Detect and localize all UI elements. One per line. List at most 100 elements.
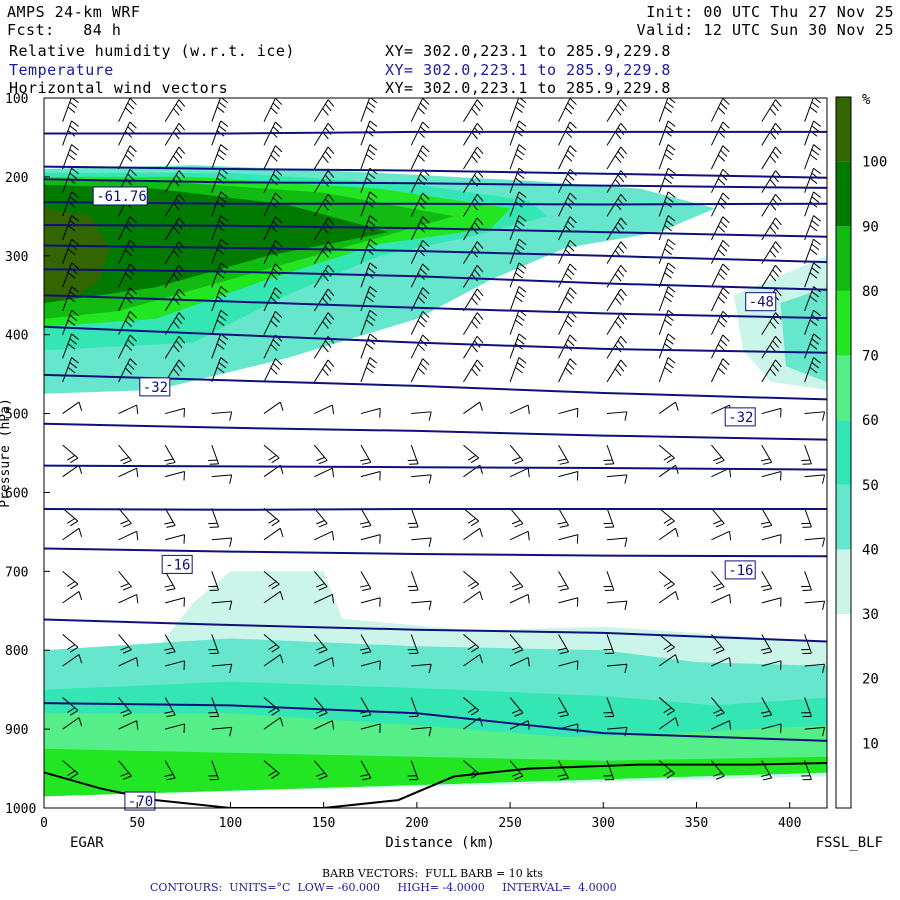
barb-feather: [664, 343, 672, 350]
wind-barb: [263, 98, 283, 122]
barb-staff: [360, 634, 372, 653]
barb-feather: [122, 459, 132, 465]
wind-barb: [509, 697, 524, 717]
wind-barb: [801, 697, 812, 718]
barb-feather: [365, 295, 374, 303]
barb-feather: [166, 651, 176, 655]
x-axis-title: Distance (km): [385, 835, 495, 851]
wind-barb: [606, 663, 628, 674]
barb-staff: [118, 287, 131, 312]
wind-barb: [658, 401, 679, 414]
barb-feather: [479, 591, 483, 601]
barb-staff: [211, 333, 222, 359]
contour-label-text: -61.76: [96, 189, 147, 205]
barb-feather: [220, 191, 229, 198]
contour-label-text: -16: [165, 557, 190, 573]
barb-feather: [69, 125, 78, 132]
barb-feather: [327, 359, 335, 368]
barb-feather: [666, 125, 674, 132]
wind-barb: [761, 146, 782, 170]
barb-staff: [804, 663, 825, 667]
barb-feather: [516, 149, 525, 156]
barb-staff: [360, 407, 381, 415]
contour-label-layer: -61.76 -48 -32 -32 -16 -16 -70: [92, 186, 777, 811]
barb-feather: [70, 457, 79, 464]
barb-feather: [268, 518, 277, 524]
barb-feather: [467, 644, 476, 650]
barb-feather: [367, 149, 376, 156]
barb-feather: [722, 145, 730, 153]
barb-staff: [606, 474, 627, 478]
barb-feather: [476, 241, 484, 249]
y-tick-label: 800: [5, 644, 28, 659]
wind-barb: [658, 464, 679, 478]
barb-feather: [327, 264, 335, 273]
wind-barb: [263, 654, 284, 667]
wind-barb: [710, 358, 730, 383]
barb-staff: [411, 537, 432, 541]
barb-feather: [569, 358, 577, 366]
barb-feather: [620, 217, 627, 226]
barb-staff: [263, 98, 276, 122]
barb-staff: [410, 571, 419, 591]
barb-staff: [711, 444, 725, 461]
barb-feather: [559, 714, 569, 718]
wind-barb: [557, 697, 569, 718]
barb-feather: [470, 520, 480, 527]
x-tick-label: 100: [219, 816, 242, 831]
wind-barb: [118, 98, 137, 122]
barb-feather: [516, 314, 525, 322]
axes-layer: 100 200 300 400 500 600 700 800 900 1000 0 50 100 150…: [5, 92, 801, 831]
wind-barb: [658, 444, 675, 464]
barb-feather: [367, 172, 376, 180]
barb-staff: [211, 357, 222, 383]
barb-feather: [569, 121, 577, 129]
barb-feather: [369, 357, 378, 364]
x-tick-label: 150: [312, 816, 335, 831]
barb-feather: [516, 291, 525, 298]
barb-feather: [71, 238, 79, 246]
wind-barb: [463, 444, 480, 464]
barb-feather: [173, 321, 180, 329]
barb-staff: [558, 660, 578, 667]
wind-barb: [263, 310, 283, 335]
barb-feather: [772, 151, 779, 159]
barb-staff: [509, 144, 520, 170]
barb-feather: [516, 196, 525, 203]
wind-barb: [410, 310, 430, 335]
barb-feather: [720, 197, 728, 205]
barb-staff: [761, 723, 782, 730]
barb-feather: [178, 288, 186, 297]
barb-feather: [620, 241, 627, 249]
wind-barb: [62, 654, 83, 667]
barb-feather: [420, 362, 428, 370]
barb-feather: [769, 250, 777, 258]
wind-barb: [263, 570, 280, 590]
barb-staff: [360, 357, 371, 383]
wind-barb: [804, 238, 821, 264]
contour-label: -48: [745, 292, 777, 312]
wind-barb: [603, 760, 615, 781]
wind-barb: [410, 334, 430, 359]
barb-feather: [769, 273, 777, 282]
barb-feather: [624, 664, 628, 674]
wind-barb: [710, 121, 730, 146]
wind-barb: [313, 288, 335, 312]
wind-barb: [509, 593, 530, 604]
barb-feather: [565, 367, 573, 375]
barb-staff: [263, 145, 276, 170]
barb-feather: [559, 777, 569, 781]
wind-barb: [761, 407, 782, 418]
wind-barb: [804, 663, 826, 674]
wind-barb: [165, 660, 185, 670]
barb-feather: [715, 649, 725, 654]
barb-feather: [470, 646, 480, 653]
barb-feather: [569, 287, 577, 295]
barb-staff: [263, 760, 280, 774]
barb-feather: [666, 220, 674, 227]
barb-staff: [263, 717, 281, 730]
wind-barb: [557, 760, 569, 781]
barb-feather: [173, 202, 180, 211]
wind-barb: [360, 333, 378, 359]
forecast-hour-label: Fcst: 84 h: [7, 22, 121, 38]
